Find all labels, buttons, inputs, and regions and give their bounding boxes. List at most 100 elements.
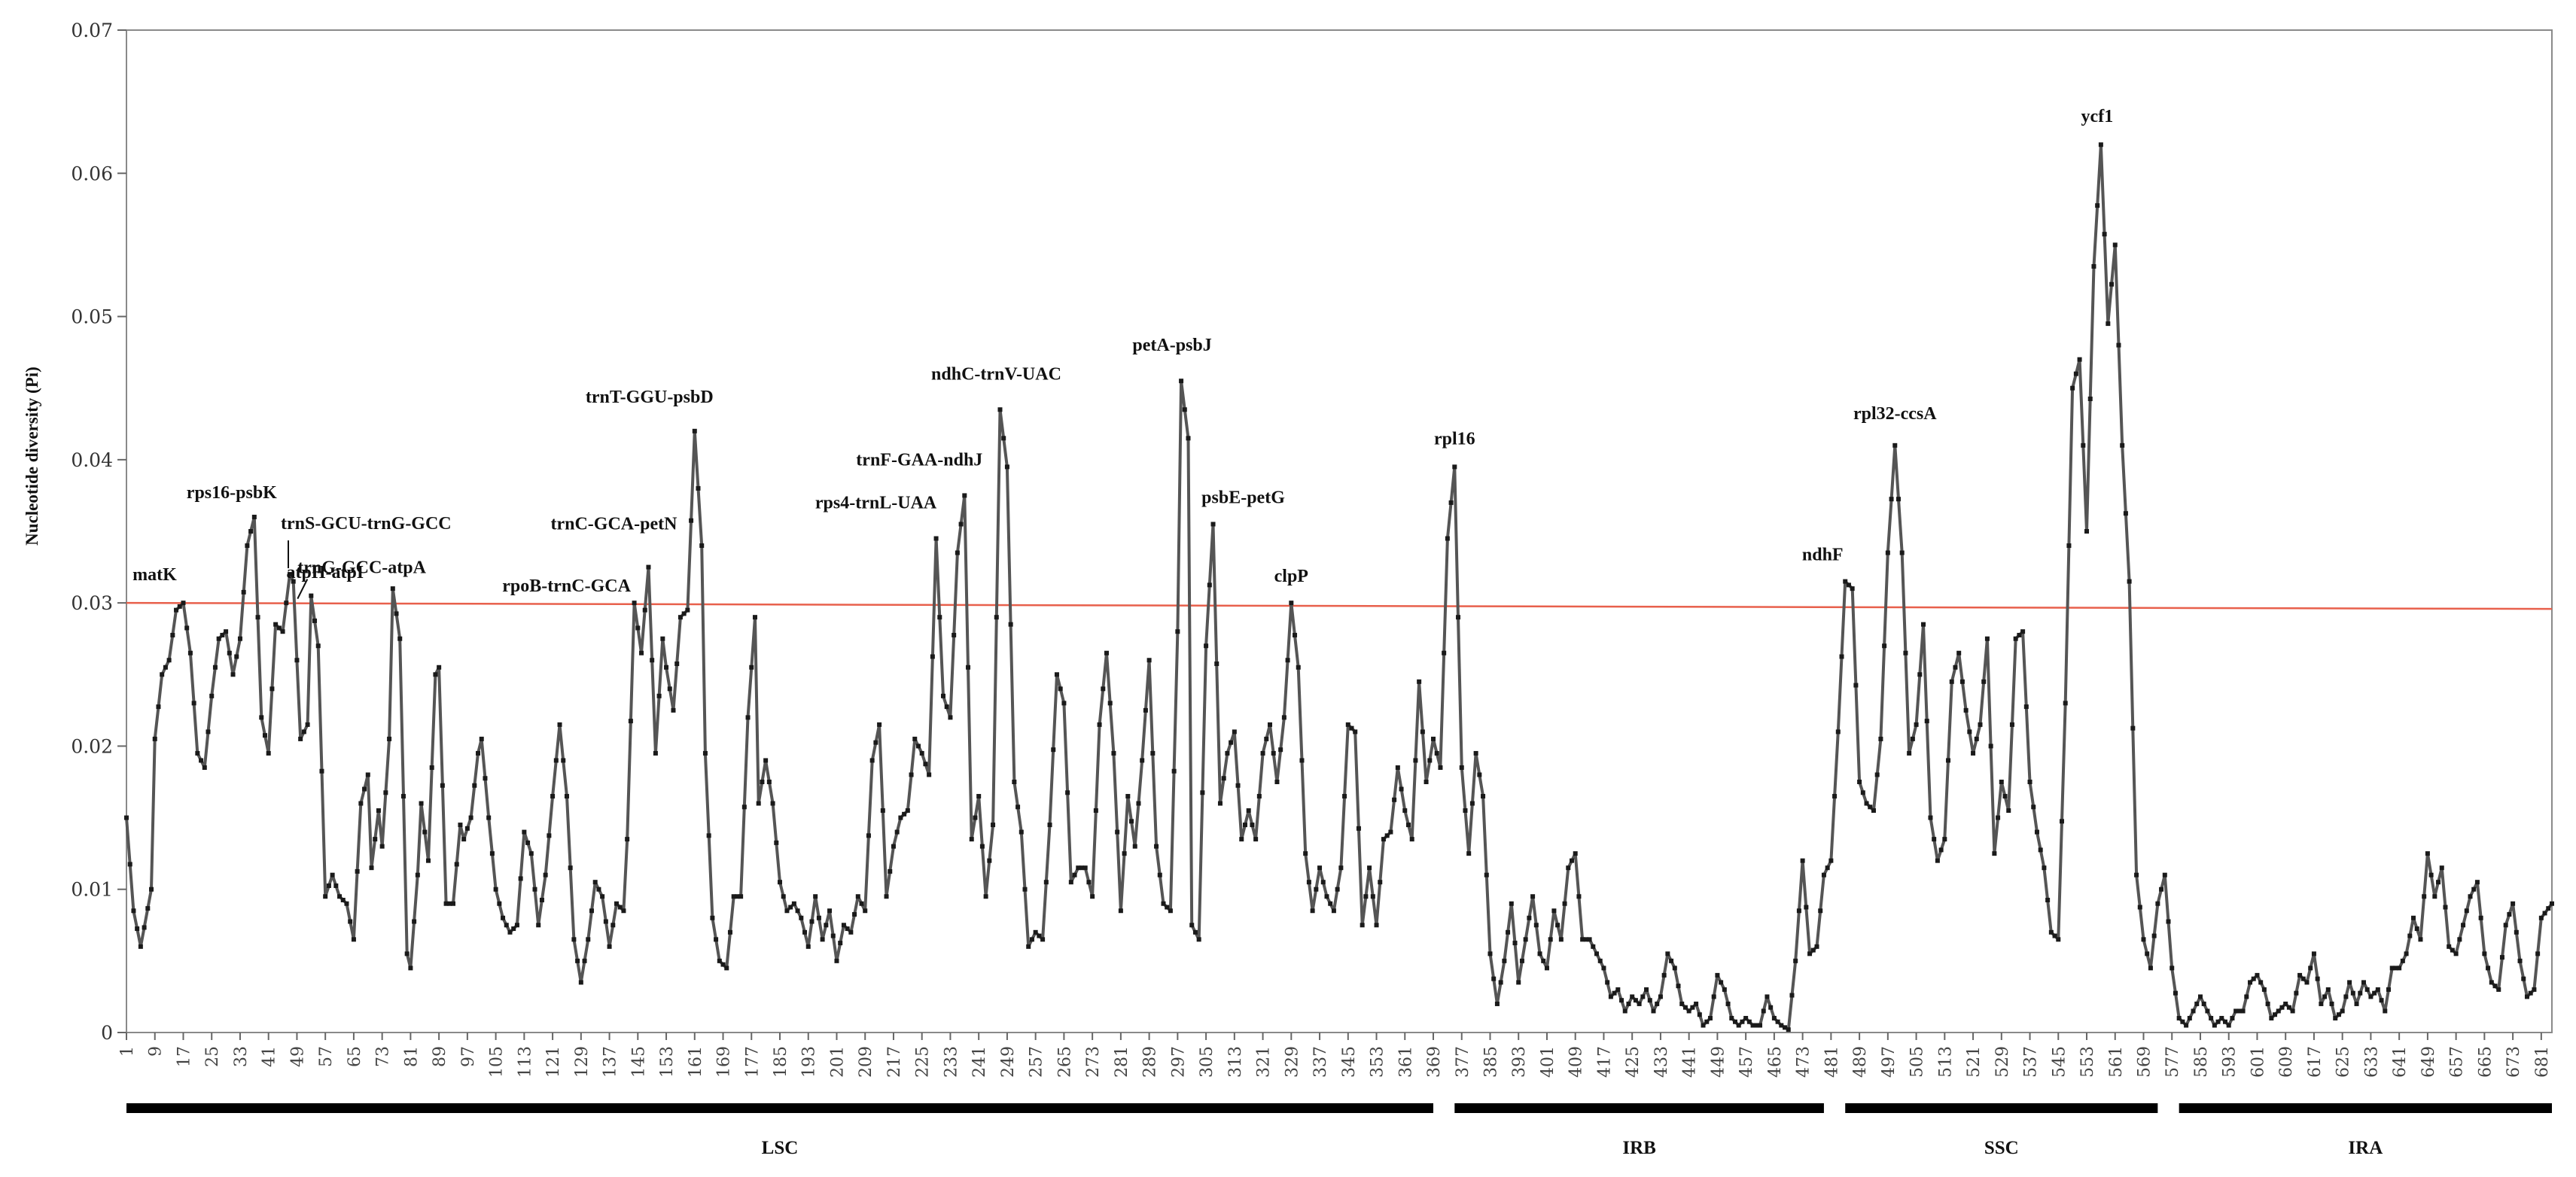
region-label-irb: IRB	[1622, 1138, 1655, 1158]
data-point	[1214, 661, 1219, 667]
data-point	[1399, 786, 1404, 792]
data-point	[781, 894, 786, 899]
data-point	[1633, 998, 1638, 1003]
data-point	[2023, 704, 2029, 710]
data-point	[660, 636, 665, 641]
x-tick-label: 585	[2192, 1046, 2211, 1078]
annotation-ndhf: ndhF	[1802, 546, 1844, 565]
data-point	[2006, 808, 2011, 814]
data-point	[2197, 994, 2203, 999]
data-point	[1068, 880, 1073, 885]
data-point	[1107, 701, 1113, 706]
data-point	[1783, 1025, 1788, 1030]
data-point	[1722, 987, 1727, 992]
data-point	[2261, 987, 2267, 992]
region-bars: LSC IRB SSC IRA	[126, 1103, 2552, 1158]
data-point	[745, 715, 751, 720]
data-point	[1342, 794, 1347, 799]
data-point	[1569, 858, 1574, 863]
annotation-trnf-gaa-ndhj: trnF-GAA-ndhJ	[856, 450, 982, 470]
data-point	[2048, 929, 2054, 935]
data-point	[2439, 865, 2444, 871]
x-tick-label: 329	[1283, 1046, 1302, 1078]
data-point	[319, 768, 324, 774]
data-point	[2521, 976, 2526, 981]
data-point	[1417, 679, 1422, 684]
data-point	[1293, 632, 1298, 637]
data-point	[1494, 1001, 1500, 1006]
data-point	[1256, 794, 1262, 799]
data-point	[177, 604, 182, 609]
x-tick-label: 41	[260, 1046, 279, 1067]
data-point	[923, 762, 928, 767]
data-point	[1079, 865, 1084, 871]
data-point	[894, 829, 900, 835]
data-point	[1732, 1019, 1737, 1024]
data-point	[2265, 1001, 2270, 1006]
data-point	[127, 862, 132, 867]
data-point	[979, 844, 985, 849]
data-point	[1473, 750, 1478, 756]
x-tick-label: 145	[629, 1046, 648, 1078]
data-point	[2407, 933, 2413, 938]
data-point	[451, 901, 456, 906]
data-point	[635, 625, 641, 631]
data-point	[898, 815, 903, 820]
annotation-rps4-trnl-uaa: rps4-trnL-UAA	[815, 494, 937, 513]
data-point	[2503, 923, 2508, 928]
data-point	[2098, 142, 2103, 148]
data-point	[1122, 851, 1127, 856]
data-point	[340, 897, 346, 902]
data-point	[1310, 908, 1315, 914]
data-point	[1608, 994, 1613, 999]
data-point	[493, 887, 498, 892]
data-point	[1129, 819, 1134, 824]
data-point	[1353, 729, 1358, 734]
y-tick-label: 0.06	[71, 163, 113, 184]
data-point	[778, 880, 783, 885]
data-point	[404, 951, 410, 957]
data-point	[2496, 987, 2501, 992]
data-point	[2176, 1015, 2182, 1020]
data-point	[927, 772, 932, 777]
data-point	[1796, 908, 1801, 914]
data-point	[592, 880, 598, 885]
data-point	[2400, 958, 2405, 963]
data-point	[383, 790, 388, 795]
data-point	[1899, 550, 1905, 555]
data-point	[1338, 865, 1344, 871]
y-tick-label: 0.01	[71, 879, 113, 901]
data-point	[2383, 1008, 2388, 1014]
data-point	[284, 601, 289, 606]
data-point	[2248, 980, 2253, 985]
x-tick-label: 297	[1169, 1046, 1188, 1078]
data-point	[625, 837, 630, 842]
x-tick-label: 89	[431, 1046, 449, 1067]
data-point	[1715, 972, 1720, 978]
data-point	[830, 933, 836, 938]
data-point	[1594, 951, 1600, 957]
data-point	[2492, 984, 2498, 989]
x-tick-label: 233	[942, 1046, 961, 1078]
data-point	[1268, 722, 1273, 727]
data-point	[2411, 915, 2416, 920]
data-point	[507, 929, 513, 935]
data-point	[1583, 937, 1588, 942]
data-point	[969, 837, 974, 842]
x-tick-label: 137	[601, 1046, 620, 1078]
data-point	[813, 894, 818, 899]
x-tick-label: 441	[1681, 1046, 1700, 1078]
data-point	[1719, 980, 1724, 985]
data-point	[355, 868, 360, 874]
data-point	[2155, 901, 2160, 906]
data-point	[543, 872, 548, 877]
data-point	[1029, 937, 1034, 942]
data-point	[1694, 1001, 1699, 1006]
x-tick-label: 353	[1369, 1046, 1387, 1078]
x-tick-label: 289	[1141, 1046, 1160, 1078]
annotation-rpl16: rpl16	[1434, 429, 1475, 449]
data-point	[1548, 937, 1553, 942]
data-point	[195, 750, 200, 756]
data-point	[1644, 987, 1649, 992]
data-point	[369, 865, 374, 871]
